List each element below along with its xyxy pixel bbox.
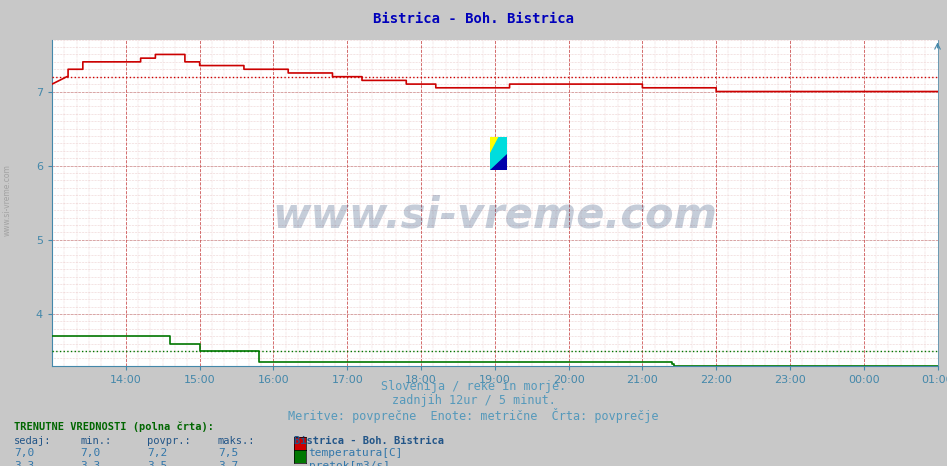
Text: temperatura[C]: temperatura[C] xyxy=(309,448,403,458)
Text: 7,0: 7,0 xyxy=(80,448,100,458)
Text: 7,2: 7,2 xyxy=(147,448,167,458)
Text: sedaj:: sedaj: xyxy=(14,436,52,445)
Text: 3,5: 3,5 xyxy=(147,461,167,466)
Text: Slovenija / reke in morje.: Slovenija / reke in morje. xyxy=(381,380,566,393)
Text: www.si-vreme.com: www.si-vreme.com xyxy=(273,195,717,237)
Text: www.si-vreme.com: www.si-vreme.com xyxy=(3,164,12,236)
Polygon shape xyxy=(491,154,508,170)
Text: 3,7: 3,7 xyxy=(218,461,238,466)
Text: povpr.:: povpr.: xyxy=(147,436,190,445)
Polygon shape xyxy=(491,137,499,154)
Text: TRENUTNE VREDNOSTI (polna črta):: TRENUTNE VREDNOSTI (polna črta): xyxy=(14,422,214,432)
Text: maks.:: maks.: xyxy=(218,436,256,445)
Text: 3,3: 3,3 xyxy=(80,461,100,466)
Text: Bistrica - Boh. Bistrica: Bistrica - Boh. Bistrica xyxy=(294,436,443,445)
Text: Bistrica - Boh. Bistrica: Bistrica - Boh. Bistrica xyxy=(373,12,574,26)
Polygon shape xyxy=(491,137,508,170)
Text: 7,0: 7,0 xyxy=(14,448,34,458)
Text: pretok[m3/s]: pretok[m3/s] xyxy=(309,461,390,466)
Text: min.:: min.: xyxy=(80,436,112,445)
Text: 3,3: 3,3 xyxy=(14,461,34,466)
Text: Meritve: povprečne  Enote: metrične  Črta: povprečje: Meritve: povprečne Enote: metrične Črta:… xyxy=(288,408,659,423)
Text: 7,5: 7,5 xyxy=(218,448,238,458)
Text: zadnjih 12ur / 5 minut.: zadnjih 12ur / 5 minut. xyxy=(391,394,556,407)
